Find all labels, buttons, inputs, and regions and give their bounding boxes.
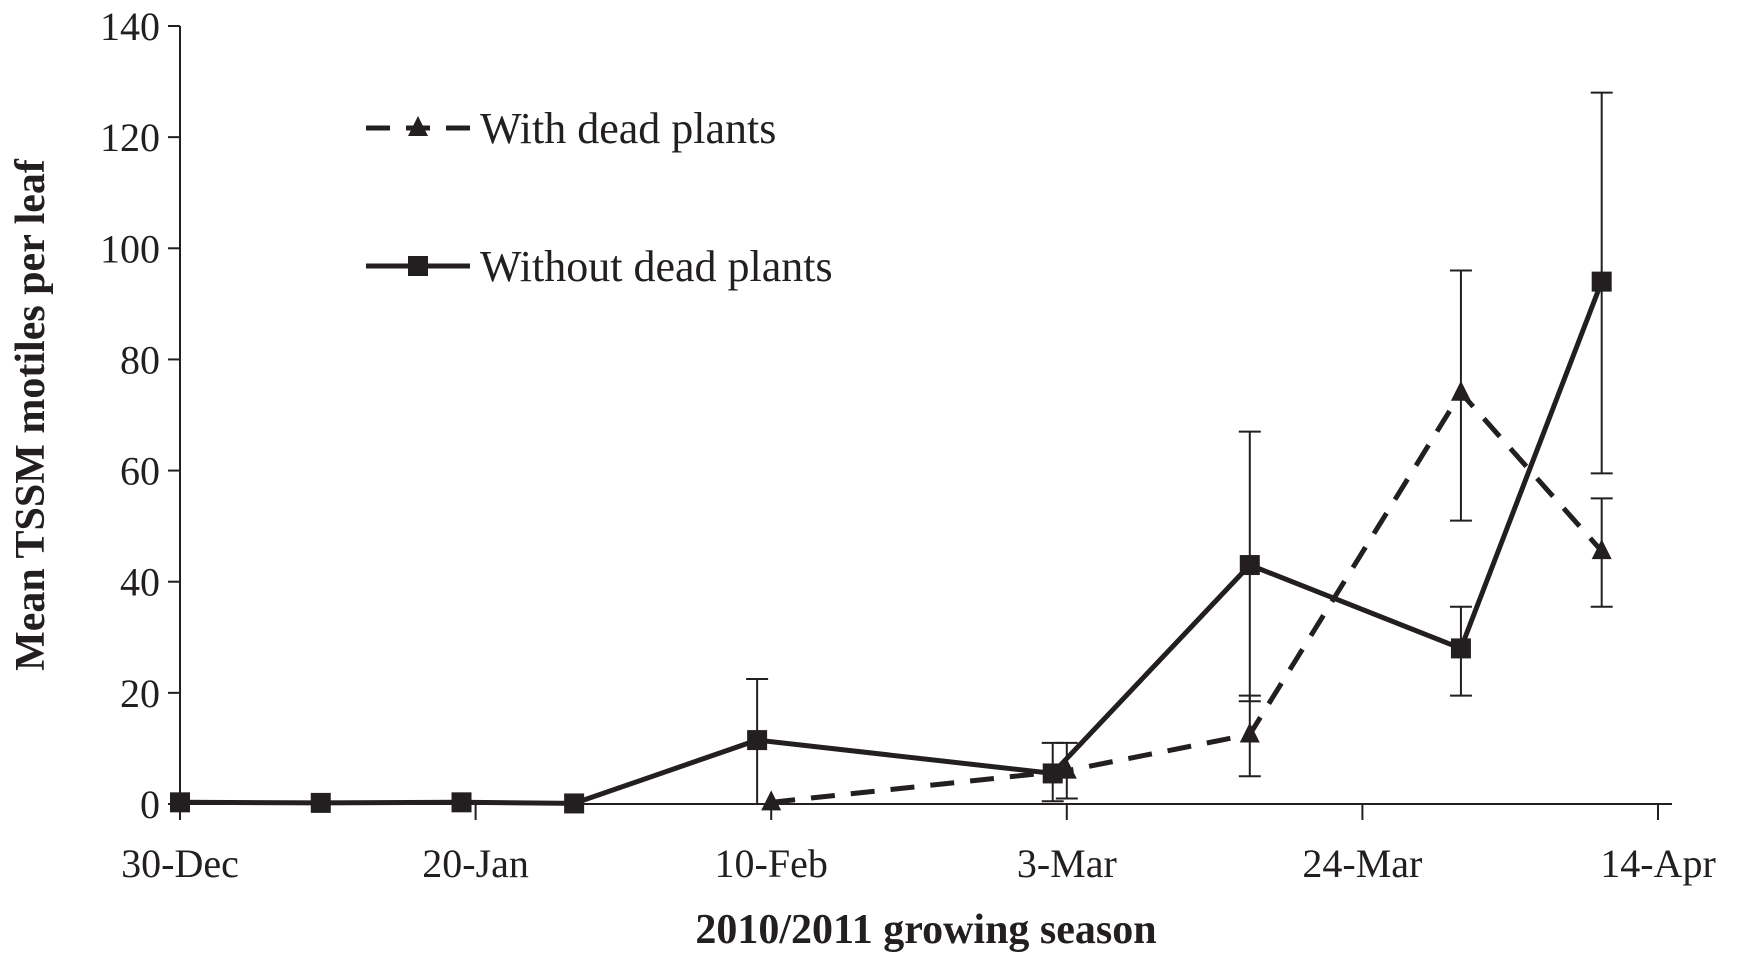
y-tick-label: 20 — [120, 671, 160, 716]
y-ticks: 0 20 40 60 80 100 120 140 — [100, 4, 180, 827]
data-point-square — [1591, 271, 1612, 292]
data-point-square — [408, 256, 428, 276]
y-tick-label: 80 — [120, 337, 160, 382]
data-point-triangle — [408, 116, 428, 136]
data-point-square — [564, 793, 585, 814]
legend-item: With dead plants — [366, 104, 776, 153]
x-tick-label: 20-Jan — [422, 841, 529, 886]
data-point-triangle — [761, 790, 782, 811]
legend-item: Without dead plants — [366, 242, 833, 291]
data-point-square — [451, 792, 472, 813]
y-tick-label: 40 — [120, 560, 160, 605]
data-point-square — [170, 792, 190, 813]
x-axis-title: 2010/2011 growing season — [695, 907, 1156, 953]
series-without-dead-plants — [170, 91, 1613, 814]
x-tick-label: 10-Feb — [715, 841, 828, 886]
series-line — [179, 280, 1605, 806]
y-tick-label: 100 — [100, 226, 160, 271]
x-tick-label: 24-Mar — [1302, 841, 1422, 886]
y-tick-label: 0 — [140, 782, 160, 827]
legend-label: With dead plants — [480, 104, 776, 153]
y-tick-label: 60 — [120, 449, 160, 494]
x-tick-label: 14-Apr — [1600, 841, 1716, 886]
data-point-triangle — [1450, 380, 1471, 401]
x-tick-label: 30-Dec — [121, 841, 239, 886]
y-tick-label: 140 — [100, 4, 160, 49]
x-tick-label: 3-Mar — [1017, 841, 1117, 886]
y-tick-label: 120 — [100, 115, 160, 160]
data-point-triangle — [1239, 722, 1260, 743]
series-line — [770, 388, 1604, 805]
data-point-square — [1239, 555, 1260, 576]
data-point-square — [1042, 763, 1063, 784]
y-axis-title: Mean TSSM motiles per leaf — [8, 158, 54, 671]
legend-label: Without dead plants — [480, 242, 833, 291]
series-layer — [170, 91, 1613, 814]
data-point-triangle — [1591, 539, 1612, 560]
series-with-dead-plants — [761, 269, 1613, 811]
data-point-square — [747, 730, 768, 751]
data-point-square — [310, 792, 331, 813]
legend: With dead plants Without dead plants — [366, 104, 833, 291]
x-ticks: 30-Dec 20-Jan 10-Feb 3-Mar 24-Mar 14-Apr — [121, 804, 1716, 886]
data-point-square — [1450, 638, 1471, 659]
